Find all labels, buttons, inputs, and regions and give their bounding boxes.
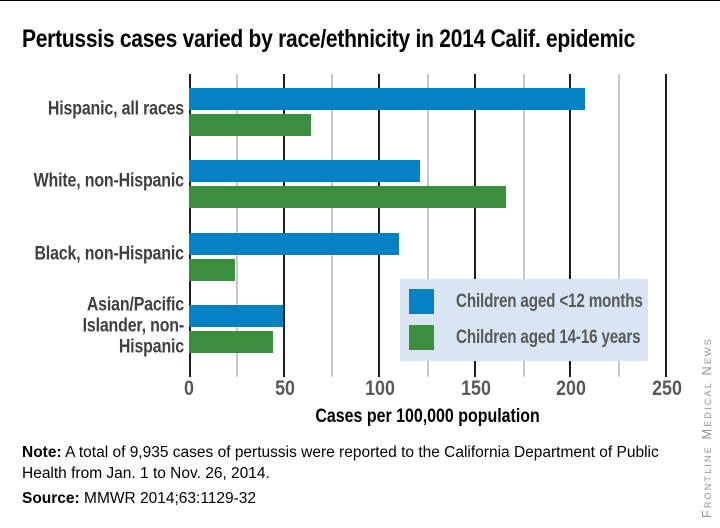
gridline-minor <box>235 74 238 363</box>
tick-minor <box>235 363 238 377</box>
legend: Children aged <12 months Children aged 1… <box>400 279 648 361</box>
bar <box>189 330 274 353</box>
source-label: Source: <box>22 490 80 507</box>
tick-label: 250 <box>652 377 682 400</box>
source-text: Source: MMWR 2014;63:1129-32 <box>22 490 256 508</box>
tick-major <box>378 363 381 377</box>
bar-group <box>189 146 667 218</box>
tick-label: 100 <box>365 377 396 400</box>
tick-minor <box>331 363 334 377</box>
tick-label: 150 <box>460 377 491 400</box>
bar <box>189 186 507 209</box>
tick-major <box>189 363 191 377</box>
gridline-minor <box>427 74 429 363</box>
gridline-major <box>665 74 667 363</box>
note-label: Note: <box>22 444 62 461</box>
tick-major <box>473 363 476 377</box>
tick-minor <box>522 363 525 377</box>
gridline-major <box>282 74 285 363</box>
bar <box>189 114 312 136</box>
note-line1: A total of 9,935 cases of pertussis were… <box>65 444 613 461</box>
y-axis-line <box>189 74 191 363</box>
legend-item-teens: Children aged 14-16 years <box>409 325 648 350</box>
tick-label: 0 <box>184 377 194 400</box>
tick-major <box>282 363 285 377</box>
gridline-minor <box>522 74 525 363</box>
gridline-minor <box>618 74 621 363</box>
legend-label: Children aged <12 months <box>456 290 643 312</box>
source-citation: MMWR 2014;63:1129-32 <box>84 490 257 507</box>
category-label: Asian/Pacific Islander, non-Hispanic <box>82 294 185 358</box>
tick-label: 200 <box>556 377 587 400</box>
gridline-minor <box>331 74 334 363</box>
tick-label: 50 <box>274 377 295 400</box>
x-axis-tick-labels: 0 50 100 150 200 250 <box>184 377 682 401</box>
note-line2: Public Health from Jan. 1 to Nov. 26, 20… <box>22 444 659 482</box>
note-text: Note: A total of 9,935 cases of pertussi… <box>22 442 698 484</box>
legend-swatch-green <box>409 325 434 350</box>
y-axis-category-labels: Hispanic, all races White, non-Hispanic Bl… <box>0 74 184 363</box>
gridline-major <box>569 74 572 363</box>
category-label: Hispanic, all races <box>47 98 184 120</box>
x-axis-title: Cases per 100,000 population <box>189 406 667 428</box>
legend-swatch-blue <box>409 289 434 314</box>
x-axis-ticks <box>189 363 667 378</box>
tick-minor <box>427 363 429 377</box>
bar <box>189 232 400 255</box>
bar <box>189 88 585 110</box>
tick-major <box>569 363 572 377</box>
gridline-major <box>473 74 476 363</box>
bar <box>189 258 235 281</box>
tick-minor <box>618 363 621 377</box>
bar <box>189 160 421 183</box>
legend-item-infants: Children aged <12 months <box>409 289 648 314</box>
x-axis-title-text: Cases per 100,000 population <box>315 406 541 427</box>
publisher-credit: Frontline Medical News <box>700 337 714 518</box>
bar <box>189 304 283 327</box>
bar-group <box>189 291 667 363</box>
bar-group <box>189 74 667 146</box>
tick-major <box>665 363 667 377</box>
bar-group <box>189 219 667 291</box>
legend-label: Children aged 14-16 years <box>456 326 641 348</box>
category-label: Black, non-Hispanic <box>34 243 185 265</box>
chart-title: Pertussis cases varied by race/ethnicity… <box>22 25 636 53</box>
category-label: White, non-Hispanic <box>33 170 184 192</box>
plot-area <box>189 74 667 363</box>
gridline-major <box>378 74 381 363</box>
